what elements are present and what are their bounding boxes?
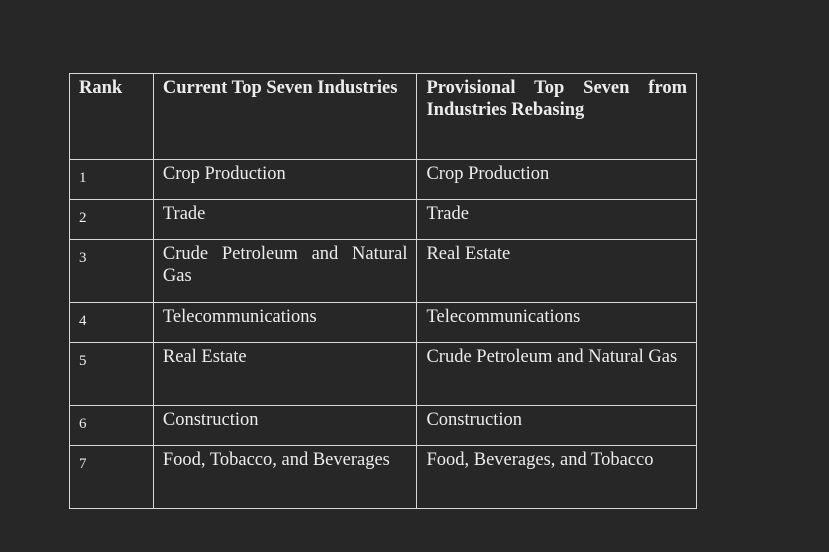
industry-cell: Real Estate <box>152 342 418 406</box>
industries-table: Rank Current Top Seven Industries Provis… <box>69 73 697 509</box>
table-body: 1 Crop Production Crop Production 2 Trade Tra… <box>69 159 697 509</box>
industry-cell: Construction <box>152 405 418 446</box>
industry-cell: Trade <box>152 199 418 240</box>
rank-cell: 3 <box>69 239 154 303</box>
industry-cell: Construction <box>416 405 697 446</box>
table-row: 4 Telecommunications Telecommunications <box>69 302 697 343</box>
industry-cell: Trade <box>416 199 697 240</box>
industry-cell: Food, Beverages, and Tobacco <box>416 445 697 509</box>
industry-cell: Crop Production <box>416 159 697 200</box>
industry-cell: Crude Petroleum and Natural Gas <box>152 239 418 303</box>
header-row: Rank Current Top Seven Industries Provis… <box>69 73 697 160</box>
table-row: 6 Construction Construction <box>69 405 697 446</box>
rank-cell: 6 <box>69 405 154 446</box>
header-cell: Current Top Seven Industries <box>152 73 418 160</box>
rank-cell: 5 <box>69 342 154 406</box>
table-row: 5 Real Estate Crude Petroleum and Natural … <box>69 342 697 406</box>
header-cell: Provisional Top Seven from Industries Re… <box>416 73 697 160</box>
industry-cell: Telecommunications <box>416 302 697 343</box>
table-row: 2 Trade Trade <box>69 199 697 240</box>
industry-cell: Crop Production <box>152 159 418 200</box>
industry-cell: Telecommunications <box>152 302 418 343</box>
rank-cell: 7 <box>69 445 154 509</box>
table-row: 1 Crop Production Crop Production <box>69 159 697 200</box>
industry-cell: Real Estate <box>416 239 697 303</box>
industry-cell: Crude Petroleum and Natural Gas <box>416 342 697 406</box>
rank-cell: 4 <box>69 302 154 343</box>
rank-cell: 2 <box>69 199 154 240</box>
table-row: 7 Food, Tobacco, and Beverages Food, Bever… <box>69 445 697 509</box>
rank-cell: 1 <box>69 159 154 200</box>
header-cell: Rank <box>69 73 154 160</box>
table-row: 3 Crude Petroleum and Natural Gas Real Est… <box>69 239 697 303</box>
industry-cell: Food, Tobacco, and Beverages <box>152 445 418 509</box>
